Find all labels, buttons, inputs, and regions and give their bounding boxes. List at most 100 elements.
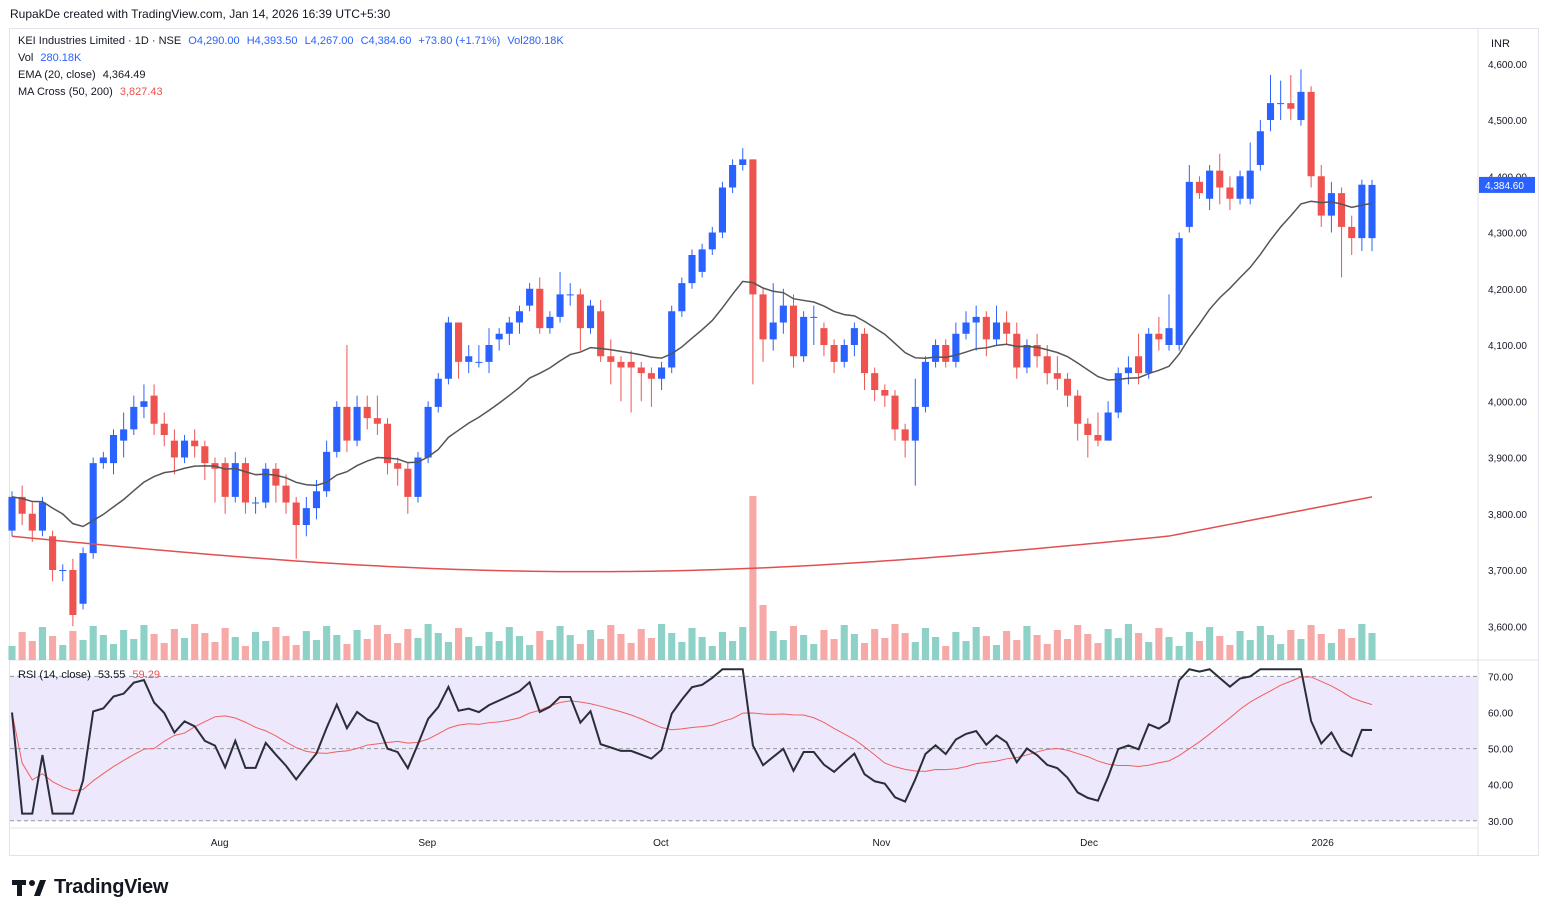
volume-bar (130, 639, 138, 660)
candle-body (1135, 356, 1143, 374)
candle-body (140, 401, 148, 407)
candle-body (414, 457, 422, 497)
candle-body (1114, 373, 1122, 413)
volume-bar (323, 626, 331, 660)
candle-body (505, 322, 513, 334)
candle-body (373, 418, 381, 424)
volume-legend: Vol 280.18K (18, 52, 85, 64)
volume-bar (586, 630, 595, 660)
candle-body (383, 423, 392, 464)
volume-bar (789, 626, 798, 660)
ma-cross-line (11, 496, 1373, 573)
volume-bar (282, 636, 290, 660)
candle-body (810, 316, 818, 318)
candle-body (1206, 170, 1214, 199)
volume-bar (739, 627, 747, 660)
low-value: L4,267.00 (304, 35, 354, 47)
candle-body (627, 361, 635, 368)
volume-bar (1348, 638, 1356, 660)
volume-bar (526, 645, 534, 660)
candle-body (708, 232, 716, 250)
volume-bar (617, 634, 625, 660)
rsi-ma-line (11, 676, 1373, 792)
volume-bar (109, 644, 118, 660)
volume-bar (1165, 637, 1173, 660)
volume-bar (404, 629, 412, 660)
volume-bar (455, 628, 463, 660)
volume-bar (79, 640, 87, 660)
high-value: H4,393.50 (246, 35, 298, 47)
candle-body (881, 390, 889, 396)
candle-body (221, 463, 229, 497)
volume-bar (221, 628, 229, 660)
rsi-band (10, 676, 1478, 821)
volume-bar (1297, 639, 1305, 660)
ma-value: 3,827.43 (119, 86, 163, 98)
candle-body (718, 187, 726, 233)
candle-body (779, 305, 787, 323)
candle-body (1185, 181, 1193, 227)
volume-bar (49, 636, 57, 660)
volume-value: 280.18K (40, 52, 82, 64)
price-tick-label: 3,700.00 (1488, 566, 1527, 577)
candle-body (546, 316, 554, 329)
candle-body (871, 373, 879, 390)
candle-body (1348, 226, 1356, 239)
candle-body (942, 345, 950, 362)
change-value: +73.80 (+1.71%) (418, 35, 501, 47)
volume-bar (718, 632, 726, 660)
volume-bar (18, 632, 26, 660)
candle-body (1043, 356, 1051, 374)
volume-bar (475, 646, 483, 660)
candle-body (617, 361, 625, 368)
candle-body (586, 305, 595, 329)
candle-body (150, 395, 158, 424)
candle-body (739, 159, 747, 165)
volume-bar (160, 643, 168, 660)
volume-bar (363, 639, 371, 660)
rsi-label: RSI (14, close) (18, 669, 91, 681)
rsi-line (11, 668, 1373, 815)
candle-body (109, 435, 118, 464)
volume-label: Vol (18, 52, 34, 64)
volume-bar (1013, 640, 1021, 660)
tradingview-logo[interactable]: TradingView (12, 876, 168, 899)
volume-bar (140, 625, 148, 660)
volume-bar (1266, 635, 1275, 660)
candle-body (424, 406, 432, 458)
volume-bar (749, 496, 757, 660)
candle-body (678, 283, 686, 312)
last-price-badge (1479, 176, 1535, 193)
volume-bar (170, 629, 178, 660)
candle-body (515, 311, 524, 323)
volume-bar (769, 631, 777, 660)
volume-bar (1155, 628, 1163, 660)
time-axis-label: Sep (418, 838, 436, 849)
volume-bar (1043, 644, 1051, 660)
volume-bar (911, 642, 919, 660)
candle-body (404, 468, 412, 497)
volume-bar (394, 643, 402, 660)
candle-body (191, 440, 199, 447)
candle-body (323, 451, 331, 492)
candle-body (1003, 322, 1011, 334)
volume-bar (576, 644, 584, 660)
volume-bar (444, 642, 452, 660)
candle-body (231, 463, 239, 497)
candle-body (302, 508, 310, 525)
volume-bar (1277, 644, 1285, 660)
candle-body (526, 288, 534, 306)
price-tick-label: 4,200.00 (1488, 285, 1527, 296)
candle-body (658, 367, 666, 379)
candle-body (1317, 176, 1325, 216)
volume-bar (424, 624, 432, 660)
rsi-value: 53.55 (97, 669, 126, 681)
currency-label[interactable]: INR (1491, 38, 1510, 50)
volume-bar (1084, 634, 1092, 660)
candle-body (952, 333, 960, 362)
candle-body (566, 294, 574, 296)
candle-body (1287, 103, 1295, 109)
rsi-tick-label: 50.00 (1488, 745, 1513, 756)
volume-bar (546, 640, 554, 660)
